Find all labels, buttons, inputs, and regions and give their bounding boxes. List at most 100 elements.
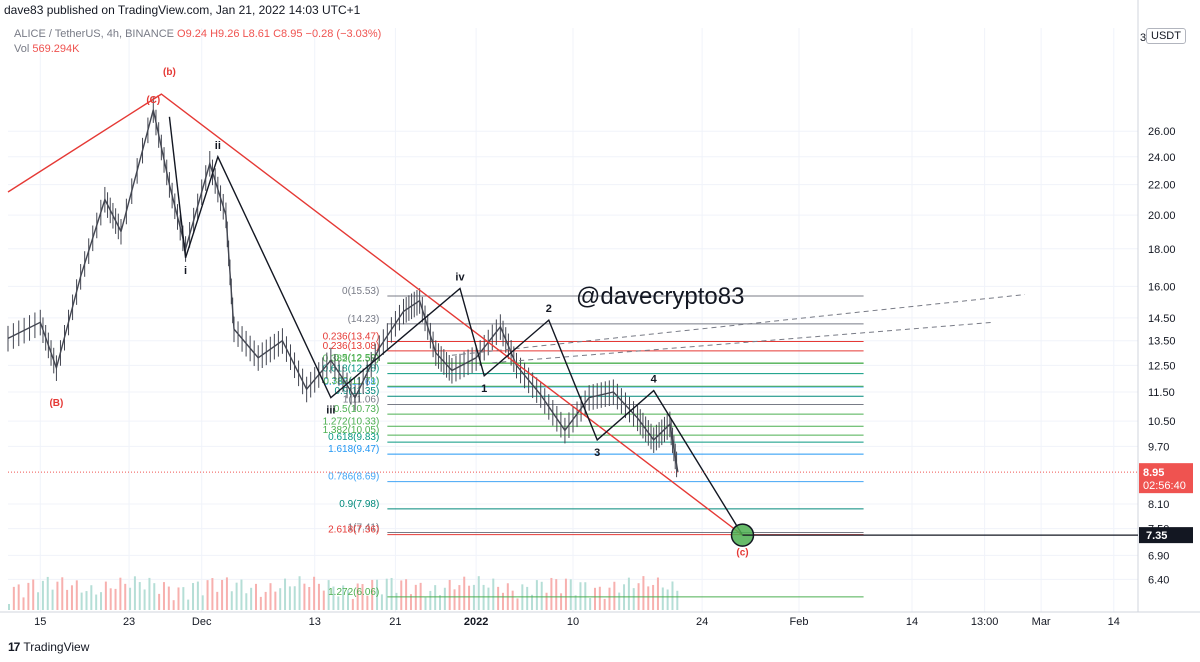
- volume-bar: [545, 592, 548, 610]
- last-price-value: 8.95: [1143, 467, 1164, 479]
- volume-bar: [100, 592, 103, 610]
- volume-bar: [652, 584, 655, 610]
- volume-bar: [269, 583, 272, 610]
- volume-bar: [501, 592, 504, 610]
- fib-level-label: 0.5(10.73): [334, 404, 380, 415]
- volume-bar: [414, 584, 417, 610]
- volume-bar: [589, 597, 592, 610]
- time-tick-label: Feb: [790, 616, 809, 628]
- volume-bar: [332, 586, 335, 610]
- volume-bar: [61, 577, 64, 610]
- wave-label: 2: [546, 303, 552, 315]
- volume-bar: [158, 593, 161, 610]
- volume-bar: [453, 589, 456, 610]
- volume-bar: [613, 581, 616, 610]
- volume-bar: [75, 580, 78, 610]
- fib-level-label: 1.272(6.06): [328, 587, 379, 598]
- volume-bar: [434, 585, 437, 610]
- volume-bar: [148, 577, 151, 610]
- volume-bar: [477, 576, 480, 610]
- volume-bar: [540, 581, 543, 610]
- fib-level-label: 0.236(13.08): [323, 341, 380, 352]
- volume-bar: [322, 590, 325, 610]
- price-tick-label: 16.00: [1148, 281, 1176, 293]
- fib-level-label: 0(15.53): [342, 286, 379, 297]
- volume-bar: [366, 595, 369, 610]
- volume-bar: [196, 581, 199, 610]
- volume-bar: [371, 579, 374, 610]
- volume-bar: [574, 595, 577, 610]
- volume-bar: [448, 579, 451, 610]
- volume-bar: [90, 585, 93, 610]
- volume-bar: [647, 586, 650, 610]
- volume-bar: [221, 579, 224, 610]
- volume-bar: [317, 583, 320, 610]
- volume-bar: [80, 592, 83, 610]
- volume-bar: [85, 591, 88, 610]
- volume-bar: [143, 589, 146, 610]
- black-wave-line: [168, 116, 744, 536]
- volume-bar: [27, 582, 30, 610]
- volume-bar: [298, 576, 301, 610]
- volume-bar: [511, 590, 514, 610]
- volume-bar: [463, 576, 466, 610]
- volume-bar: [347, 590, 349, 610]
- volume-bar: [192, 583, 195, 610]
- wave-label: ii: [215, 140, 221, 152]
- fib-level-label: 0.9(11.35): [334, 386, 379, 397]
- price-tick-label: 22.00: [1148, 180, 1176, 192]
- volume-bar: [250, 587, 253, 610]
- tradingview-brand: TradingView: [23, 640, 90, 654]
- volume-bar: [458, 585, 461, 610]
- volume-bar: [676, 590, 679, 610]
- chart-grid: [8, 28, 1138, 612]
- volume-bar: [497, 586, 500, 610]
- fib-level-label: 0.618(9.83): [328, 432, 379, 443]
- volume-bar: [259, 596, 262, 610]
- tradingview-logo-icon: 17: [8, 640, 20, 654]
- volume-bar: [153, 583, 156, 610]
- price-tick-label: 6.40: [1148, 574, 1169, 586]
- price-tick-label: 26.00: [1148, 126, 1176, 138]
- volume-bar: [584, 582, 587, 610]
- volume-bar: [642, 576, 645, 610]
- volume-bar: [468, 585, 471, 610]
- volume-bar: [32, 579, 35, 610]
- volume-bar: [114, 588, 117, 610]
- volume-bar: [129, 587, 132, 610]
- target-price-value: 7.35: [1146, 530, 1167, 542]
- fib-level-label: 1.382(10.05): [323, 425, 380, 436]
- trend-line-dashed: [492, 321, 993, 364]
- tradingview-footer[interactable]: 17 TradingView: [8, 640, 89, 654]
- volume-bar: [376, 579, 379, 610]
- target-price-box: [1139, 527, 1193, 544]
- symbol-name[interactable]: ALICE / TetherUS, 4h, BINANCE: [14, 28, 174, 40]
- black-wave-path: [168, 116, 744, 536]
- trend-lines: [451, 294, 1026, 364]
- symbol-legend: ALICE / TetherUS, 4h, BINANCE O9.24 H9.2…: [14, 28, 381, 40]
- price-tick-label: 8.10: [1148, 499, 1169, 511]
- volume-bar: [531, 594, 534, 610]
- volume-value: 569.294K: [32, 43, 80, 55]
- volume-bar: [293, 586, 296, 610]
- time-tick-label: 13: [309, 616, 321, 628]
- volume-bar: [327, 580, 330, 610]
- volume-bar: [51, 589, 54, 610]
- fib-level-label: 1(7.41): [348, 523, 380, 534]
- volume-bar: [177, 587, 180, 610]
- volume-bar: [230, 591, 233, 610]
- volume-bar: [400, 580, 403, 610]
- volume-bar: [313, 576, 316, 610]
- fib-level-label: 1.272(10.33): [323, 416, 380, 427]
- wave-label: (b): [163, 67, 176, 78]
- volume-bar: [337, 596, 340, 610]
- currency-selector[interactable]: USDT: [1146, 28, 1186, 44]
- price-tick-label: 13.50: [1148, 336, 1176, 348]
- time-tick-label: 13:00: [971, 616, 999, 628]
- volume-bar: [472, 584, 475, 610]
- volume-bar: [66, 589, 69, 610]
- volume-bar: [95, 594, 98, 610]
- volume-bar: [303, 583, 306, 610]
- volume-bar: [627, 577, 630, 610]
